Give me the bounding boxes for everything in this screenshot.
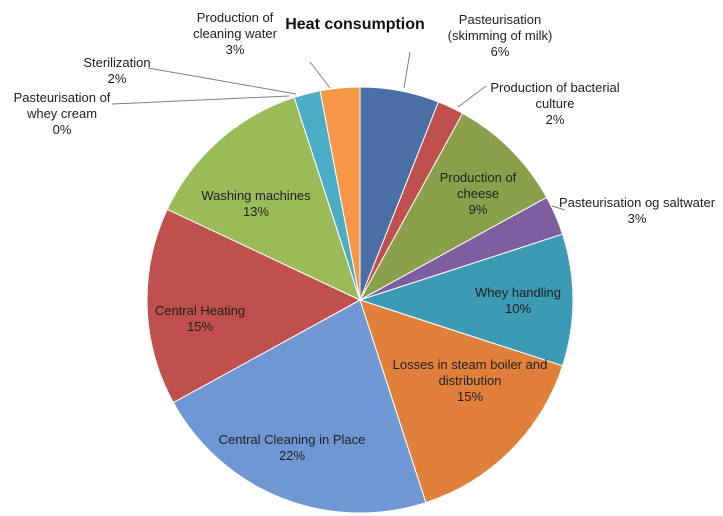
slice-label: Washing machines 13% bbox=[186, 188, 326, 220]
category-name: Pasteurisation of whey cream bbox=[13, 90, 111, 121]
category-name: Production of cheese bbox=[439, 170, 517, 201]
value-label: 2% bbox=[545, 112, 565, 127]
pie-slice bbox=[319, 86, 361, 301]
value-label: 0% bbox=[52, 122, 72, 137]
leader-line bbox=[457, 85, 487, 108]
slice-label: Sterilization 2% bbox=[72, 55, 162, 87]
category-name: Sterilization bbox=[83, 55, 151, 70]
category-name: Losses in steam boiler and distribution bbox=[392, 357, 548, 388]
slice-label: Pasteurisation (skimming of milk) 6% bbox=[435, 12, 565, 60]
value-label: 15% bbox=[186, 319, 214, 334]
slice-label: Losses in steam boiler and distribution 1… bbox=[380, 357, 560, 405]
category-name: Production of cleaning water bbox=[193, 10, 277, 41]
leader-line bbox=[111, 95, 290, 105]
value-label: 22% bbox=[278, 448, 306, 463]
category-name: Whey handling bbox=[475, 285, 561, 300]
value-label: 2% bbox=[107, 71, 127, 86]
category-name: Washing machines bbox=[201, 188, 311, 203]
value-label: 9% bbox=[468, 202, 488, 217]
slice-label: Production of bacterial culture 2% bbox=[480, 80, 630, 128]
leader-line bbox=[551, 205, 566, 211]
pie-slice bbox=[358, 112, 548, 302]
slice-label: Whey handling 10% bbox=[463, 285, 573, 317]
value-label: 3% bbox=[225, 42, 245, 57]
category-name: Pasteurisation (skimming of milk) bbox=[447, 12, 553, 43]
slice-label: Pasteurisation of whey cream 0% bbox=[7, 90, 117, 138]
category-name: Central Cleaning in Place bbox=[218, 432, 366, 447]
slice-label: Central Cleaning in Place 22% bbox=[192, 432, 392, 464]
pie-slice bbox=[172, 299, 427, 514]
pie-slice bbox=[166, 96, 361, 301]
slice-label: Production of cleaning water 3% bbox=[175, 10, 295, 58]
leader-line bbox=[403, 51, 411, 89]
slice-label: Pasteurisation og saltwater 3% bbox=[547, 195, 723, 227]
pie-slice bbox=[359, 299, 564, 504]
category-name: Pasteurisation og saltwater bbox=[558, 195, 716, 210]
value-label: 3% bbox=[627, 211, 647, 226]
category-name: Central Heating bbox=[154, 303, 246, 318]
pie-slice bbox=[146, 208, 362, 404]
value-label: 10% bbox=[504, 301, 532, 316]
leader-line bbox=[147, 67, 297, 95]
value-label: 6% bbox=[490, 44, 510, 59]
pie-slice bbox=[358, 233, 574, 367]
leader-line bbox=[309, 61, 331, 89]
slice-label: Production of cheese 9% bbox=[428, 170, 528, 218]
value-label: 13% bbox=[242, 204, 270, 219]
value-label: 15% bbox=[456, 389, 484, 404]
slice-label: Central Heating 15% bbox=[140, 303, 260, 335]
chart-title: Heat consumption bbox=[285, 16, 425, 33]
category-name: Production of bacterial culture bbox=[490, 80, 620, 111]
